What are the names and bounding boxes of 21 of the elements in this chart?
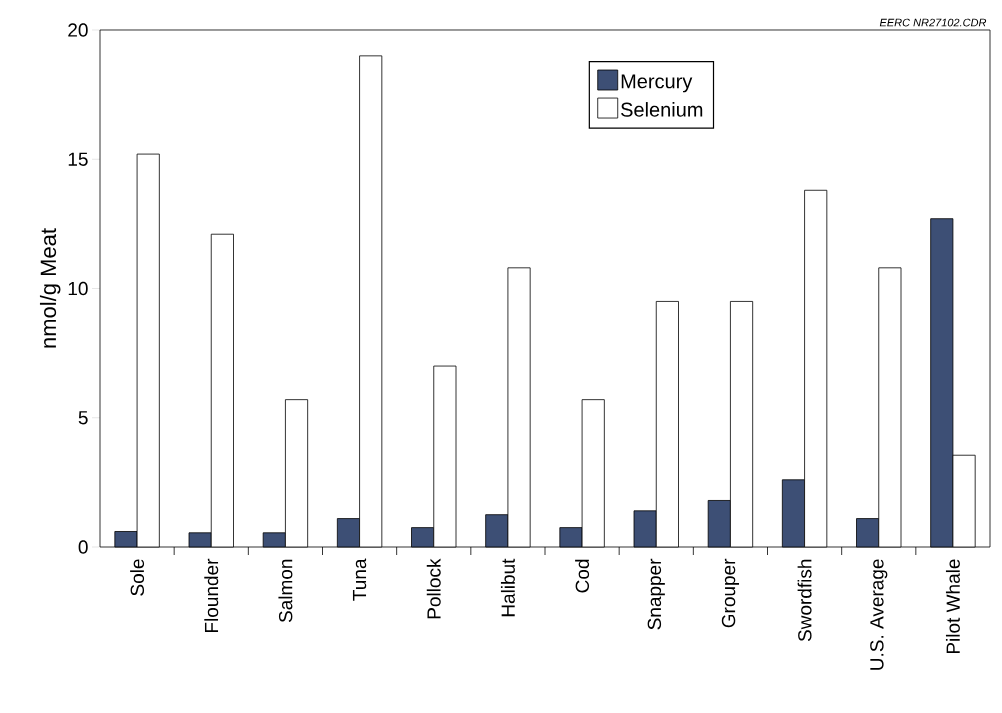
x-tick-label: Pilot Whale — [945, 559, 960, 654]
y-tick-label: 5 — [78, 411, 88, 425]
x-tick-label: Sole — [130, 559, 145, 596]
legend-label: Mercury — [621, 74, 693, 93]
x-tick-label: Swordfish — [797, 559, 812, 642]
y-axis-title: nmol/g Meat — [39, 228, 61, 348]
x-tick-label: Pollock — [426, 558, 441, 619]
legend-label: Selenium — [621, 102, 703, 117]
x-tick-label: Cod — [575, 559, 590, 593]
y-tick-label: 10 — [68, 281, 88, 296]
y-tick-label: 20 — [68, 23, 88, 37]
x-tick-label: Flounder — [204, 558, 219, 632]
x-tick-label: Snapper — [647, 558, 665, 630]
x-tick-label: Salmon — [278, 559, 293, 623]
x-tick-label: U.S. Average — [870, 559, 888, 670]
x-tick-label: Halibut — [500, 558, 515, 617]
x-tick-label: Grouper — [721, 558, 740, 628]
x-tick-label: Tuna — [352, 558, 367, 601]
y-tick-label: 0 — [78, 540, 88, 554]
y-tick-label: 15 — [68, 152, 88, 166]
text: EERC NR27102.CDR — [879, 18, 987, 27]
